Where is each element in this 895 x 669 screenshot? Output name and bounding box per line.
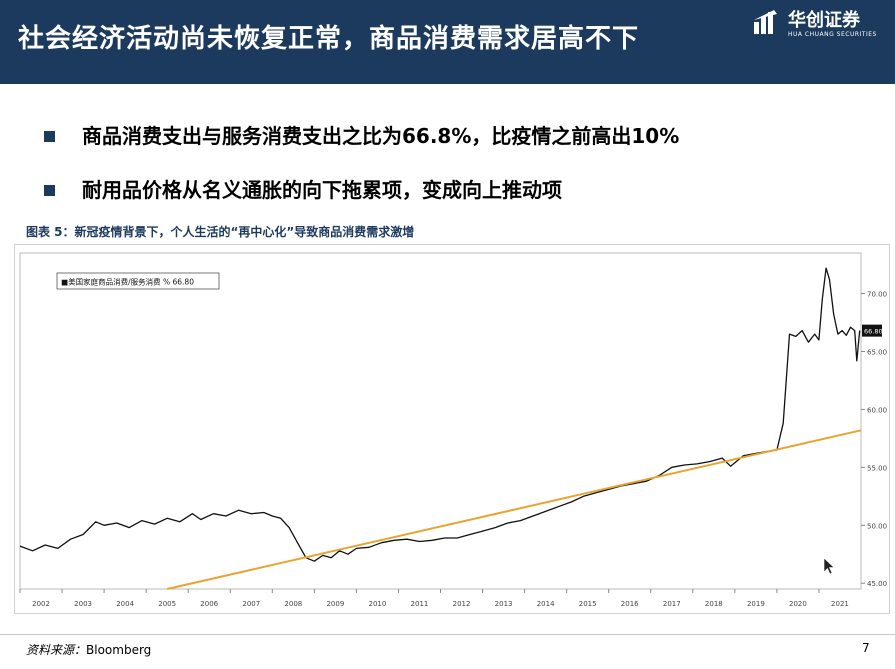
slide-title: 社会经济活动尚未恢复正常，商品消费需求居高不下 bbox=[18, 24, 640, 54]
y-tick-label: 65.00 bbox=[867, 348, 887, 356]
x-tick-label: 2006 bbox=[200, 600, 218, 608]
logo-text-en: HUA CHUANG SECURITIES bbox=[788, 31, 877, 38]
trend-line bbox=[166, 429, 862, 590]
x-tick-label: 2021 bbox=[831, 600, 849, 608]
bullet-text: 商品消费支出与服务消费支出之比为66.8%，比疫情之前高出10% bbox=[82, 124, 680, 148]
x-tick-label: 2020 bbox=[789, 600, 807, 608]
chart-caption: 图表 5：新冠疫情背景下，个人生活的“再中心化”导致商品消费需求激增 bbox=[26, 225, 415, 239]
x-tick-label: 2002 bbox=[32, 600, 50, 608]
x-tick-label: 2011 bbox=[411, 600, 429, 608]
slide-header: 社会经济活动尚未恢复正常，商品消费需求居高不下 华创证券 HUA CHUANG … bbox=[0, 0, 895, 84]
x-tick-label: 2013 bbox=[495, 600, 513, 608]
x-tick-label: 2018 bbox=[705, 600, 723, 608]
x-tick-label: 2005 bbox=[158, 600, 176, 608]
logo-text-cn: 华创证券 bbox=[788, 10, 860, 31]
x-tick-label: 2007 bbox=[242, 600, 260, 608]
bullet-marker bbox=[44, 185, 55, 196]
source-note: 资料来源：Bloomberg bbox=[26, 641, 151, 658]
source-value: Bloomberg bbox=[86, 643, 152, 657]
cursor-icon bbox=[823, 557, 835, 575]
last-value-label: 66.80 bbox=[864, 328, 883, 336]
last-value-tag bbox=[862, 324, 882, 337]
x-tick-label: 2004 bbox=[116, 600, 134, 608]
x-tick-label: 2008 bbox=[284, 600, 302, 608]
y-tick-label: 50.00 bbox=[867, 522, 887, 530]
x-tick-label: 2012 bbox=[453, 600, 471, 608]
bullet-marker bbox=[44, 131, 55, 142]
logo-icon bbox=[754, 10, 777, 34]
source-label: 资料来源： bbox=[26, 643, 87, 657]
legend-box bbox=[56, 272, 220, 290]
x-tick-label: 2017 bbox=[663, 600, 681, 608]
company-logo: 华创证券 HUA CHUANG SECURITIES bbox=[752, 6, 892, 46]
x-tick-label: 2003 bbox=[74, 600, 92, 608]
x-tick-label: 2010 bbox=[369, 600, 387, 608]
y-tick-label: 55.00 bbox=[867, 464, 887, 472]
page-number: 7 bbox=[862, 641, 870, 655]
x-tick-label: 2014 bbox=[537, 600, 555, 608]
x-tick-label: 2009 bbox=[326, 600, 344, 608]
chart-container: 45.00 50.00 55.00 60.00 65.00 70.00 2002 2003 20… bbox=[14, 244, 890, 614]
x-tick-label: 2016 bbox=[621, 600, 639, 608]
data-series-line bbox=[19, 267, 861, 562]
bullet-text: 耐用品价格从名义通胀的向下拖累项，变成向上推动项 bbox=[82, 178, 562, 202]
y-tick-label: 45.00 bbox=[867, 580, 887, 588]
x-tick-label: 2019 bbox=[747, 600, 765, 608]
y-tick-label: 70.00 bbox=[867, 291, 887, 299]
legend-label: ■美国家庭商品消费/服务消费 % 66.80 bbox=[61, 277, 194, 287]
line-chart: 45.00 50.00 55.00 60.00 65.00 70.00 2002 2003 20… bbox=[19, 252, 887, 608]
y-tick-label: 60.00 bbox=[867, 406, 887, 414]
footer-divider bbox=[0, 634, 895, 635]
x-tick-label: 2015 bbox=[579, 600, 597, 608]
